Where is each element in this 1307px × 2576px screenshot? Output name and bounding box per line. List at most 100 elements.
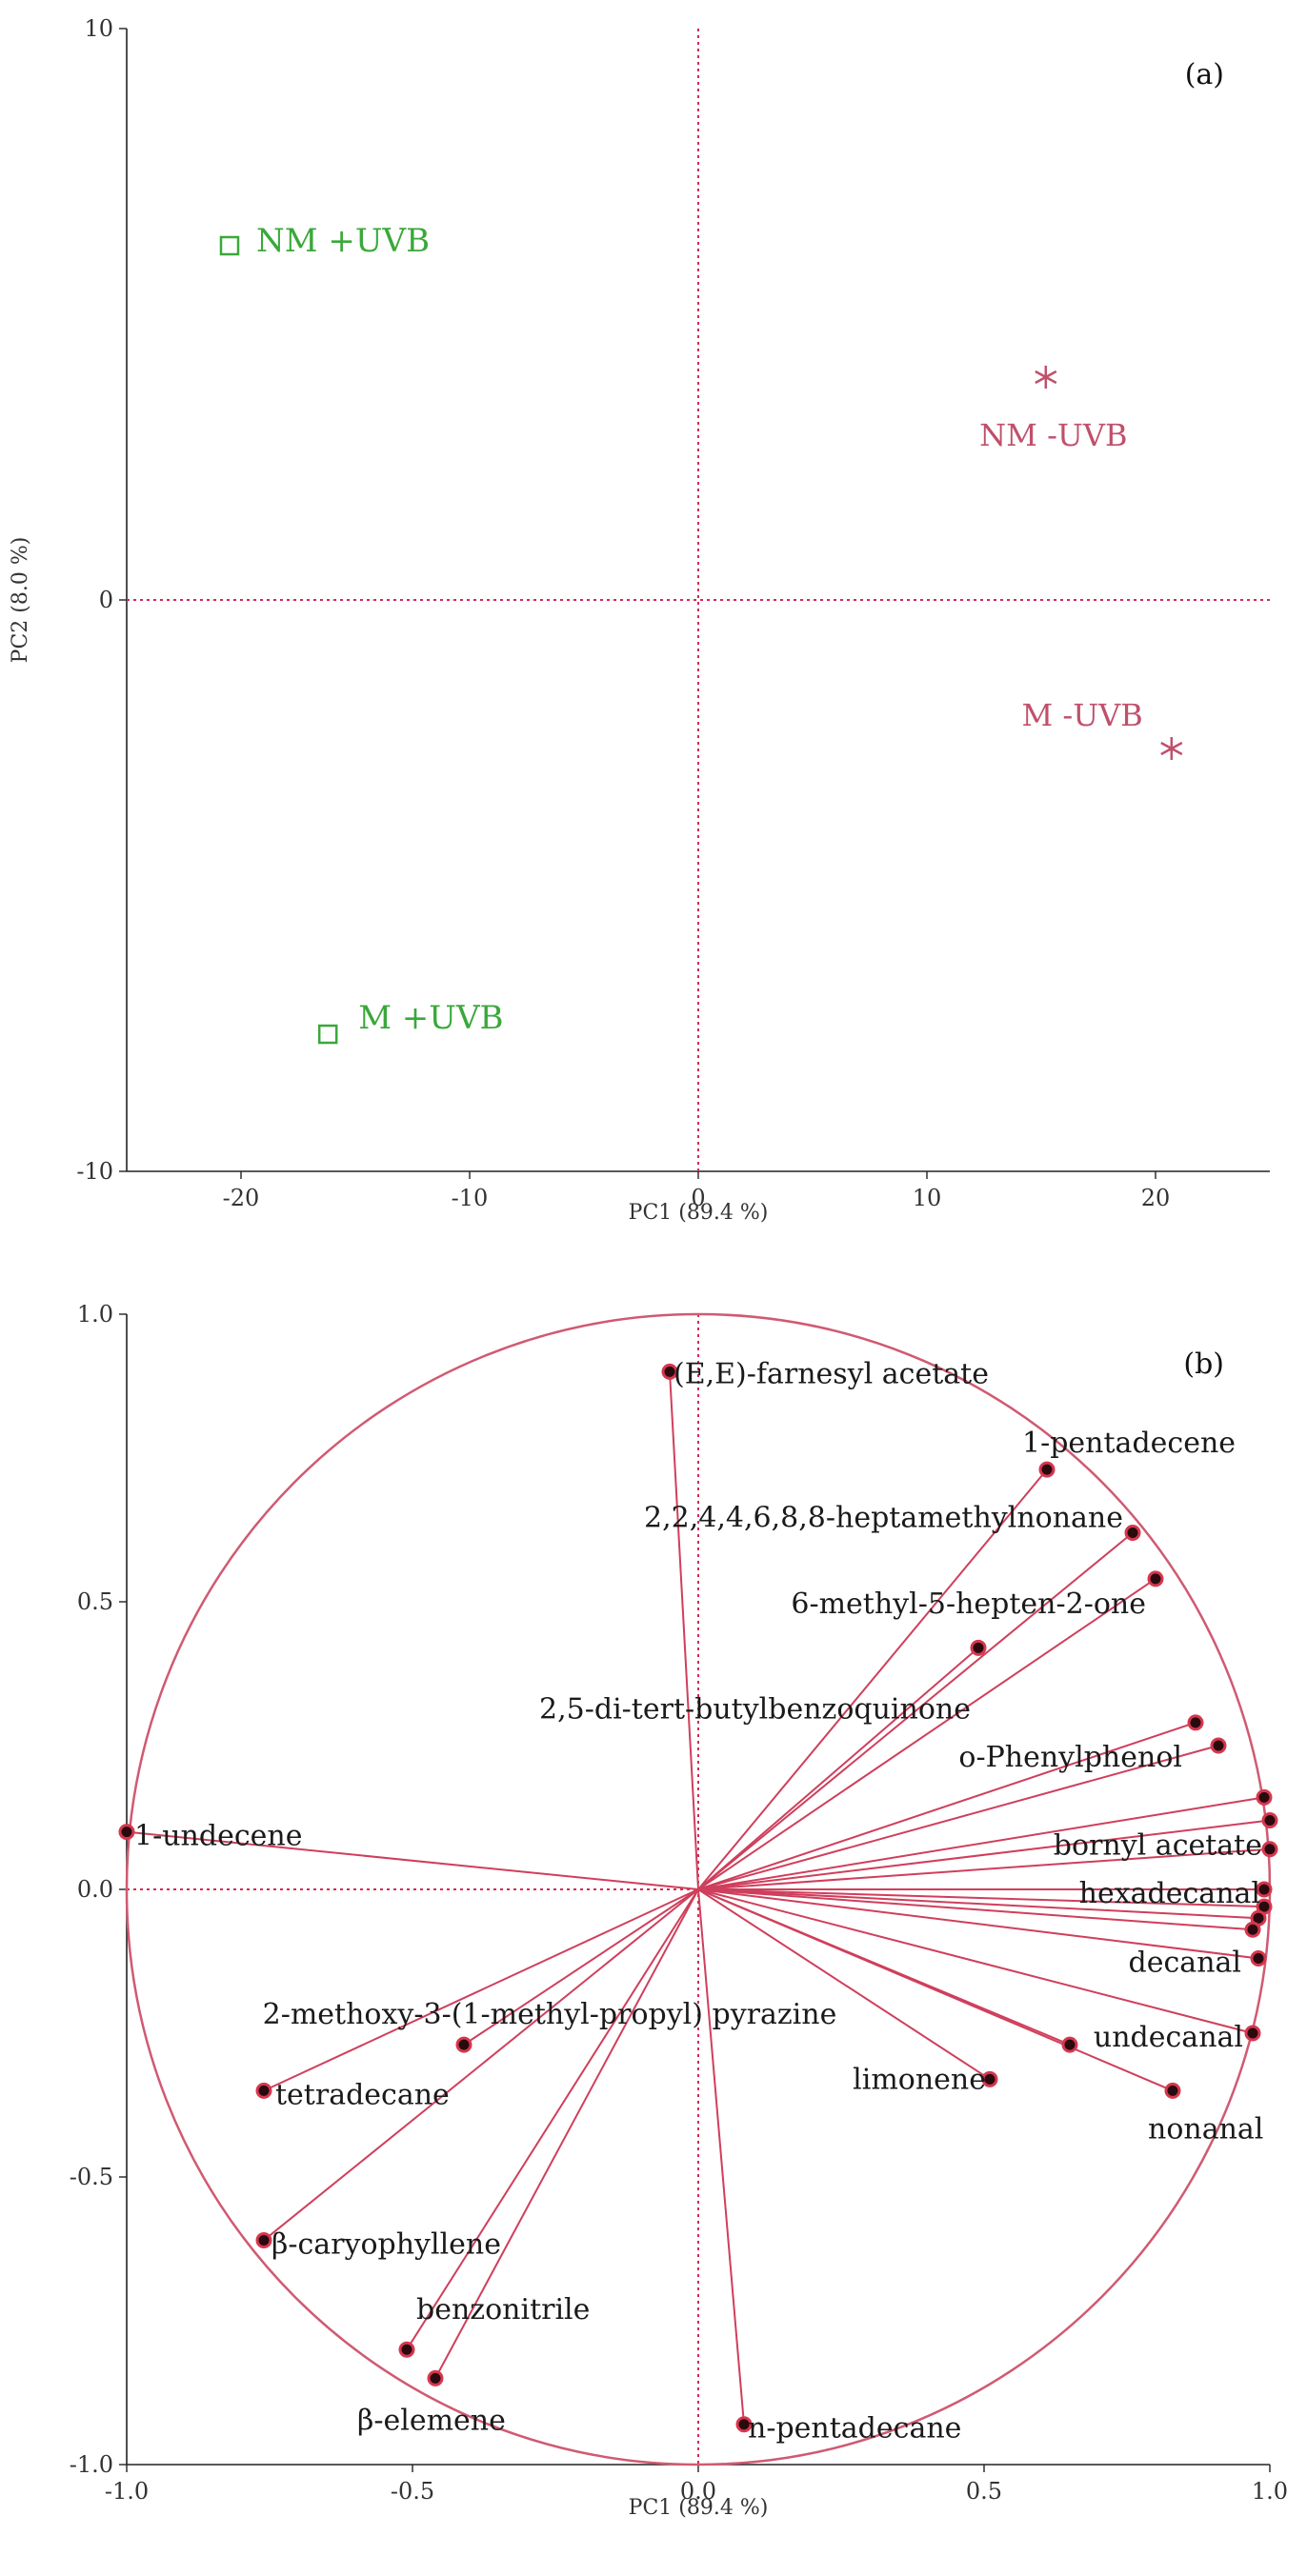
loading-vector-decanal <box>697 1888 1259 1960</box>
panel-b-x-tick-label: 0.0 <box>680 2478 716 2505</box>
loading-vector-n-pentadecane <box>697 1888 745 2425</box>
panel-a-y-tick-label: -10 <box>76 1158 113 1185</box>
loading-point-unlabeled-10 <box>1261 1841 1278 1858</box>
loading-label-6-methyl-5-hepten-2-one: 6-methyl-5-hepten-2-one <box>791 1588 1146 1621</box>
loading-point-6-methyl-5-hepten-2-one <box>1147 1570 1164 1588</box>
panel-a-x-tick-label: 20 <box>1141 1185 1171 1211</box>
score-label-m-uvb: M +UVB <box>358 999 503 1037</box>
panel-b-x-tick-label: 0.5 <box>966 2478 1002 2505</box>
loading-vector-e-e-farnesyl-acetate <box>669 1371 699 1890</box>
loading-label-undecanal: undecanal <box>1094 2021 1243 2054</box>
loading-vector-tetradecane <box>263 1888 699 2092</box>
loading-label-n-pentadecane: n-pentadecane <box>748 2412 961 2446</box>
panel-b-y-tick-label: 0.5 <box>77 1588 113 1615</box>
loading-vector-unlabeled-12 <box>697 1888 1265 1908</box>
loading-point-decanal <box>1250 1949 1267 1967</box>
panel-b-loading-plot: -1.0 -0.5 0.0 0.5 1.0 1.0 0.5 0.0 -0.5 -1.0 (E,E)… <box>70 1301 1288 2520</box>
loading-label-2-2-4-4-6-8-8-heptamethylnonane: 2,2,4,4,6,8,8-heptamethylnonane <box>644 1502 1123 1535</box>
panel-b-x-tick-label: -0.5 <box>391 2478 434 2505</box>
loading-point-1-undecene <box>118 1824 135 1841</box>
loading-point-2-methoxy-3-1-methyl-propyl-pyrazine <box>455 2036 473 2053</box>
loading-point-tetradecane <box>255 2082 272 2099</box>
score-point-m-uvb <box>317 1024 338 1045</box>
panel-b-y-tick-label: -0.5 <box>70 2164 113 2190</box>
loading-vector-1-pentadecene <box>697 1468 1048 1890</box>
panel-b-y-tick-label: 0.0 <box>77 1876 113 1903</box>
loading-label-hexadecanal: hexadecanal <box>1079 1877 1260 1910</box>
loading-vector-2-5-di-tert-butylbenzoquinone <box>697 1647 979 1890</box>
loading-vector-elemene <box>434 1888 699 2379</box>
loading-point-undecanal <box>1244 2025 1261 2042</box>
panel-b-x-tick-label: -1.0 <box>105 2478 149 2505</box>
panel-a-y-tick-label: 10 <box>84 15 113 42</box>
loading-point-nonanal <box>1164 2082 1181 2099</box>
loading-point-e-e-farnesyl-acetate <box>661 1363 678 1380</box>
loading-vector-bornyl-acetate <box>697 1819 1271 1890</box>
loading-point-2-5-di-tert-butylbenzoquinone <box>970 1639 987 1656</box>
loading-label-e-e-farnesyl-acetate: (E,E)-farnesyl acetate <box>674 1357 989 1390</box>
loading-label-o-phenylphenol: o-Phenylphenol <box>958 1741 1182 1774</box>
panel-a-x-tick-label: -10 <box>452 1185 489 1211</box>
loading-vector-benzonitrile <box>406 1888 699 2350</box>
loading-label-bornyl-acetate: bornyl acetate <box>1054 1829 1262 1863</box>
panel-a-x-axis-title: PC1 (89.4 %) <box>629 1201 769 1225</box>
loading-point-1-pentadecene <box>1038 1461 1056 1478</box>
loading-label-1-pentadecene: 1-pentadecene <box>1022 1427 1236 1460</box>
panel-a-score-plot: -20 -10 0 10 20 -10 0 10 NM +UVB NM -UVB M -UVB M … <box>9 15 1270 1225</box>
panel-a-x-tick-label: 0 <box>691 1185 705 1211</box>
loading-vector-o-phenylphenol <box>697 1721 1196 1890</box>
loading-vector-caryophyllene <box>263 1888 699 2242</box>
panel-b-x-axis-title: PC1 (89.4 %) <box>629 2496 769 2520</box>
loading-vector-unlabeled-14 <box>697 1888 1254 1931</box>
loading-label-elemene: β-elemene <box>357 2404 506 2437</box>
loading-point-n-pentadecane <box>735 2416 753 2433</box>
panel-b-tag: (b) <box>1183 1348 1224 1381</box>
panel-a-y-tick-label: 0 <box>99 587 113 613</box>
panel-b-y-tick-label: -1.0 <box>70 2451 113 2478</box>
loading-label-tetradecane: tetradecane <box>275 2078 450 2111</box>
loading-vector-1-undecene <box>126 1830 699 1890</box>
loading-vector-2-methoxy-3-1-methyl-propyl-pyrazine <box>463 1888 699 2046</box>
loading-point-benzonitrile <box>398 2341 415 2358</box>
loading-point-o-phenylphenol <box>1187 1714 1204 1731</box>
loading-vector-limonene <box>697 1888 991 2081</box>
score-label-m-uvb: M -UVB <box>1021 697 1142 733</box>
panel-a-y-axis-title: PC2 (8.0 %) <box>9 537 32 664</box>
loading-point-unlabeled-8 <box>1256 1788 1273 1806</box>
score-point-nm-uvb <box>219 235 240 256</box>
loading-point-caryophyllene <box>255 2231 272 2248</box>
loading-point-hexadecanal <box>1256 1881 1273 1898</box>
loading-vector-6-methyl-5-hepten-2-one <box>697 1578 1156 1890</box>
score-label-nm-uvb: NM -UVB <box>979 417 1127 453</box>
score-label-nm-uvb: NM +UVB <box>256 222 430 260</box>
loading-label-caryophyllene: β-caryophyllene <box>271 2227 501 2261</box>
loading-point-bornyl-acetate <box>1261 1812 1278 1829</box>
loading-label-1-undecene: 1-undecene <box>134 1820 302 1853</box>
loading-vector-undecanal <box>697 1888 1254 2034</box>
loading-point-unlabeled-17 <box>1061 2036 1078 2053</box>
loading-point-2-2-4-4-6-8-8-heptamethylnonane <box>1124 1525 1141 1542</box>
loading-label-2-methoxy-3-1-methyl-propyl-pyrazine: 2-methoxy-3-(1-methyl-propyl) pyrazine <box>263 1998 837 2031</box>
panel-b-x-tick-label: 1.0 <box>1252 2478 1288 2505</box>
loading-vector-unlabeled-10 <box>697 1847 1271 1890</box>
loading-vector-unlabeled-8 <box>697 1796 1265 1890</box>
loading-label-decanal: decanal <box>1129 1946 1241 1979</box>
loading-point-elemene <box>427 2369 444 2386</box>
panel-b-y-tick-label: 1.0 <box>77 1301 113 1328</box>
loading-label-nonanal: nonanal <box>1148 2112 1263 2146</box>
score-point-nm-uvb <box>1035 366 1057 389</box>
loading-vector-unlabeled-6 <box>697 1745 1219 1890</box>
loading-point-unlabeled-14 <box>1244 1921 1261 1938</box>
score-point-m-uvb <box>1160 737 1183 760</box>
loading-vector-2-2-4-4-6-8-8-heptamethylnonane <box>697 1531 1134 1890</box>
loading-vector-nonanal <box>697 1888 1174 2092</box>
panel-a-tag: (a) <box>1185 58 1224 91</box>
panel-a-x-tick-label: -20 <box>223 1185 260 1211</box>
loading-label-limonene: limonene <box>853 2063 986 2096</box>
loading-vector-unlabeled-13 <box>697 1888 1259 1920</box>
loading-point-unlabeled-6 <box>1210 1737 1227 1754</box>
loading-point-limonene <box>981 2070 998 2087</box>
loading-label-benzonitrile: benzonitrile <box>416 2293 590 2326</box>
